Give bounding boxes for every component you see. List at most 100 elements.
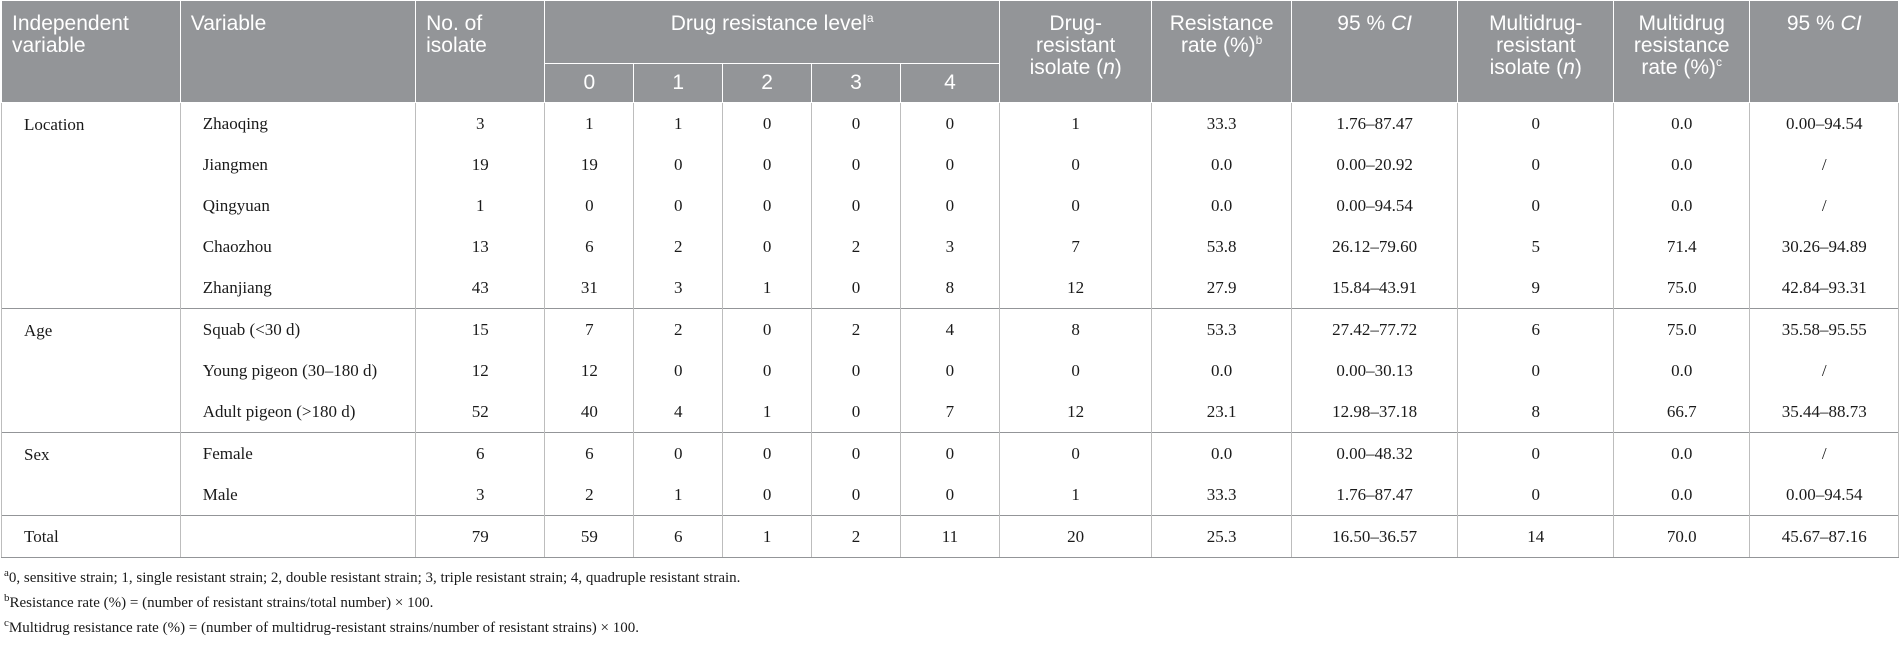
ci-95-cell: 0.00–30.13: [1290, 350, 1459, 391]
header-resistance-rate: Resistance rate (%)b: [1151, 0, 1292, 103]
level-1-cell: 2: [633, 226, 724, 267]
level-0-cell: 0: [544, 185, 635, 226]
table-row: Male 3 2 1 0 0 0 1 33.3 1.76–87.47 0 0.0 0.00–94.54: [2, 474, 1899, 516]
drug-resistant-isolate-cell: 12: [998, 391, 1153, 433]
resistance-rate-cell: 33.3: [1151, 474, 1292, 516]
header-drug-resistance-level: Drug resistance levela: [544, 0, 1000, 64]
multidrug-resistant-isolate-cell: 0: [1457, 144, 1615, 185]
footnote-b: bResistance rate (%) = (number of resist…: [4, 591, 1900, 616]
level-2-cell: 0: [722, 308, 813, 350]
drug-resistant-isolate-cell: 7: [998, 226, 1153, 267]
total-multidrug-ci-95-cell: 45.67–87.16: [1749, 515, 1899, 558]
variable-cell: Adult pigeon (>180 d): [179, 391, 417, 433]
level-4-cell: 0: [899, 432, 1000, 474]
level-3-cell: 0: [811, 474, 901, 516]
table-row: Location Zhaoqing 3 1 1 0 0 0 1 33.3 1.76–87.47 0 0.…: [1, 102, 1899, 309]
ci-95-cell: 0.00–20.92: [1290, 144, 1459, 185]
header-resistance-rate-label: Resistance rate (%): [1169, 12, 1274, 57]
no-of-isolate-cell: 19: [415, 144, 546, 185]
table-footnotes: a0, sensitive strain; 1, single resistan…: [4, 566, 1900, 641]
variable-cell: Young pigeon (30–180 d): [179, 350, 417, 391]
resistance-rate-cell: 0.0: [1151, 432, 1292, 474]
multidrug-resistant-isolate-cell: 0: [1457, 432, 1615, 474]
no-of-isolate-cell: 13: [415, 226, 546, 267]
level-3-cell: 0: [811, 267, 901, 309]
header-drug-resistant-isolate-label: Drug-resistant isolate (: [1029, 12, 1116, 79]
level-2-cell: 0: [722, 474, 813, 516]
level-1-cell: 0: [633, 144, 724, 185]
no-of-isolate-cell: 6: [415, 432, 546, 474]
multidrug-resistance-rate-cell: 0.0: [1613, 432, 1751, 474]
total-level-4-cell: 11: [899, 515, 1000, 558]
multidrug-ci-95-cell: 0.00–94.54: [1749, 102, 1899, 144]
drug-resistant-isolate-cell: 0: [998, 144, 1153, 185]
level-2-cell: 1: [722, 391, 813, 433]
no-of-isolate-cell: 52: [415, 391, 546, 433]
variable-cell: Squab (<30 d): [179, 308, 417, 350]
header-level-0: 0: [544, 63, 635, 103]
level-3-cell: 0: [811, 185, 901, 226]
level-2-cell: 1: [722, 267, 813, 309]
drug-resistant-isolate-cell: 8: [998, 308, 1153, 350]
variable-cell: Jiangmen: [179, 144, 417, 185]
header-independent-variable: Independent variable: [1, 0, 181, 103]
header-n-italic: n: [1103, 56, 1115, 79]
drug-resistant-isolate-cell: 1: [998, 102, 1153, 144]
total-level-3-cell: 2: [811, 515, 901, 558]
multidrug-ci-95-cell: 35.44–88.73: [1749, 391, 1899, 433]
multidrug-resistance-rate-cell: 0.0: [1613, 144, 1751, 185]
header-n-italic-2: n: [1563, 56, 1575, 79]
multidrug-resistance-rate-cell: 75.0: [1613, 308, 1751, 350]
ci-95-cell: 1.76–87.47: [1290, 102, 1459, 144]
level-3-cell: 2: [811, 226, 901, 267]
table-container: Independent variable Variable No. of iso…: [1, 0, 1900, 641]
level-4-cell: 0: [899, 350, 1000, 391]
header-multidrug-resistance-rate-label: Multidrug resistance rate (%): [1633, 12, 1730, 79]
table-row: Jiangmen 19 19 0 0 0 0 0 0.0 0.00–20.92 0 0.0/: [2, 144, 1899, 185]
header-variable: Variable: [179, 0, 417, 103]
resistance-rate-cell: 53.8: [1151, 226, 1292, 267]
drug-resistant-isolate-cell: 0: [998, 350, 1153, 391]
level-3-cell: 0: [811, 391, 901, 433]
level-2-cell: 0: [722, 226, 813, 267]
multidrug-resistance-rate-cell: 0.0: [1613, 474, 1751, 516]
level-1-cell: 1: [633, 474, 724, 516]
ci-95-cell: 27.42–77.72: [1290, 308, 1459, 350]
footnote-mark: a: [4, 567, 9, 579]
level-0-cell: 12: [544, 350, 635, 391]
total-multidrug-resistance-rate-cell: 70.0: [1613, 515, 1751, 558]
level-4-cell: 8: [899, 267, 1000, 309]
level-4-cell: 3: [899, 226, 1000, 267]
resistance-table: Independent variable Variable No. of iso…: [1, 0, 1899, 558]
resistance-rate-cell: 53.3: [1151, 308, 1292, 350]
table-row: Adult pigeon (>180 d) 52 40 4 1 0 7 12 23.1 12.98…: [2, 391, 1899, 433]
level-0-cell: 6: [544, 432, 635, 474]
level-3-cell: 0: [811, 144, 901, 185]
no-of-isolate-cell: 3: [415, 474, 546, 516]
header-no-of-isolate: No. of isolate: [415, 0, 546, 103]
drug-resistant-isolate-cell: 1: [998, 474, 1153, 516]
header-paren-close-2: ): [1574, 56, 1582, 79]
header-multidrug-resistant-isolate: Multidrug-resistant isolate (n): [1457, 0, 1615, 103]
footnote-text: 0, sensitive strain; 1, single resistant…: [8, 570, 741, 586]
level-1-cell: 3: [633, 267, 724, 309]
multidrug-resistant-isolate-cell: 5: [1457, 226, 1615, 267]
table-row: Sex Female 6 6 0 0 0 0 0 0.0 0.00–48.32 0 0.0/: [1, 432, 1899, 516]
variable-cell: Male: [179, 474, 417, 516]
multidrug-resistant-isolate-cell: 0: [1457, 102, 1615, 144]
total-variable-cell: [179, 515, 417, 558]
multidrug-resistant-isolate-cell: 6: [1457, 308, 1615, 350]
variable-cell: Zhaoqing: [179, 102, 417, 144]
table-body: Location Zhaoqing 3 1 1 0 0 0 1 33.3 1.76–87.47 0 0.…: [1, 102, 1899, 558]
header-drug-resistance-level-label: Drug resistance level: [670, 12, 867, 35]
variable-cell: Female: [179, 432, 417, 474]
drug-resistant-isolate-cell: 0: [998, 185, 1153, 226]
group-label: Age: [1, 308, 181, 433]
level-4-cell: 7: [899, 391, 1000, 433]
header-multidrug-resistance-rate: Multidrug resistance rate (%)c: [1613, 0, 1751, 103]
level-0-cell: 7: [544, 308, 635, 350]
total-row: Total 79 59 6 1 2 11 20 25.3 16.50–36.57 14 70.0 45.…: [1, 515, 1899, 558]
total-level-2-cell: 1: [722, 515, 813, 558]
level-3-cell: 2: [811, 308, 901, 350]
level-0-cell: 40: [544, 391, 635, 433]
